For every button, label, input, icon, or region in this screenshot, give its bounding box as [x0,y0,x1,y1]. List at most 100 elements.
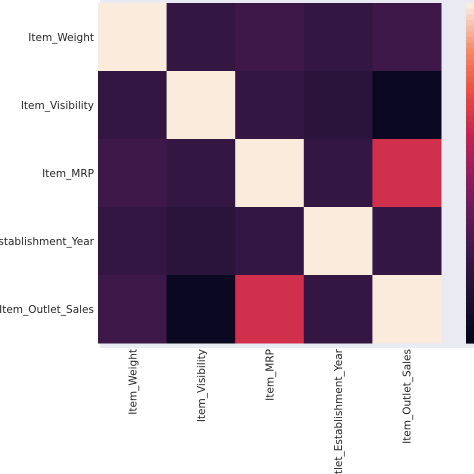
heatmap-cell [166,207,236,276]
colorbar-segment [466,280,474,287]
colorbar-segment [466,337,474,344]
colorbar-segment [466,184,474,191]
colorbar-segment [466,48,474,55]
heatmap-cell [166,3,236,72]
colorbar-segment [466,201,474,208]
colorbar-segment [466,25,474,32]
colorbar-segment [466,326,474,333]
colorbar-segment [466,8,474,15]
row-tick-label: Item_Weight [28,32,94,44]
colorbar-segment [466,331,474,338]
column-labels: Item_Weight Item_Visibility Item_MRP Outlet… [127,348,413,474]
colorbar-segment [466,320,474,327]
colorbar-segment [466,207,474,214]
colorbar-segment [466,144,474,151]
colorbar-segment [466,150,474,157]
row-tick-label: Outlet_Establishment_Year [0,236,95,248]
colorbar-segment [466,105,474,112]
heatmap-cell [372,207,442,276]
heatmap-cell [98,71,168,140]
row-tick-label: Item_MRP [42,168,94,180]
column-tick-label: Item_Weight [127,349,139,415]
colorbar-segment [466,31,474,38]
colorbar-segment [466,82,474,89]
colorbar-segment [466,133,474,140]
column-tick-label: Outlet_Establishment_Year [333,348,345,474]
colorbar-segment [466,161,474,168]
colorbar-segment [466,286,474,293]
colorbar [466,3,474,344]
row-tick-label: Item_Outlet_Sales [0,304,94,316]
heatmap-cell [372,71,442,140]
colorbar-segment [466,173,474,180]
row-tick-label: Item_Visibility [21,100,94,112]
heatmap-cell [303,139,373,208]
colorbar-segment [466,178,474,185]
colorbar-segment [466,20,474,27]
colorbar-segment [466,246,474,253]
colorbar-segment [466,224,474,231]
heatmap-cell [303,275,373,344]
colorbar-segment [466,88,474,95]
colorbar-segment [466,3,474,10]
heatmap-cell [372,3,442,72]
heatmap-cell [235,139,305,208]
colorbar-segment [466,195,474,202]
colorbar-segment [466,303,474,310]
column-tick-label: Item_MRP [265,349,277,401]
heatmap-cell [303,207,373,276]
colorbar-segment [466,167,474,174]
colorbar-segment [466,76,474,83]
heatmap-cell [235,71,305,140]
colorbar-segment [466,65,474,72]
colorbar-segment [466,71,474,78]
column-tick-label: Item_Visibility [196,349,208,422]
colorbar-segment [466,110,474,117]
colorbar-segment [466,241,474,248]
colorbar-segment [466,263,474,270]
colorbar-segment [466,218,474,225]
colorbar-segment [466,156,474,163]
colorbar-segment [466,235,474,242]
colorbar-segment [466,275,474,282]
colorbar-segment [466,297,474,304]
colorbar-segment [466,139,474,146]
heatmap-cell [303,3,373,72]
heatmap-cell [235,275,305,344]
colorbar-segment [466,14,474,21]
colorbar-segment [466,116,474,123]
colorbar-segment [466,309,474,316]
colorbar-segment [466,212,474,219]
row-labels: Item_Weight Item_Visibility Item_MRP Outlet… [0,32,95,316]
heatmap-cell [166,139,236,208]
heatmap-cell [166,71,236,140]
colorbar-segment [466,99,474,106]
heatmap-cells [98,3,442,344]
colorbar-segment [466,269,474,276]
colorbar-segment [466,122,474,129]
colorbar-segment [466,292,474,299]
heatmap-cell [235,207,305,276]
colorbar-segment [466,190,474,197]
heatmap-cell [98,3,168,72]
heatmap-cell [235,3,305,72]
heatmap-cell [372,139,442,208]
colorbar-segment [466,127,474,134]
colorbar-segment [466,93,474,100]
colorbar-segment [466,54,474,61]
colorbar-segment [466,37,474,44]
colorbar-segment [466,59,474,66]
colorbar-segment [466,42,474,49]
colorbar-segment [466,258,474,265]
heatmap-cell [166,275,236,344]
heatmap-cell [372,275,442,344]
heatmap-cell [98,207,168,276]
heatmap-cell [303,71,373,140]
heatmap-cell [98,139,168,208]
colorbar-segment [466,252,474,259]
heatmap-cell [98,275,168,344]
colorbar-segment [466,229,474,236]
column-tick-label: Item_Outlet_Sales [402,349,414,444]
colorbar-segment [466,314,474,321]
